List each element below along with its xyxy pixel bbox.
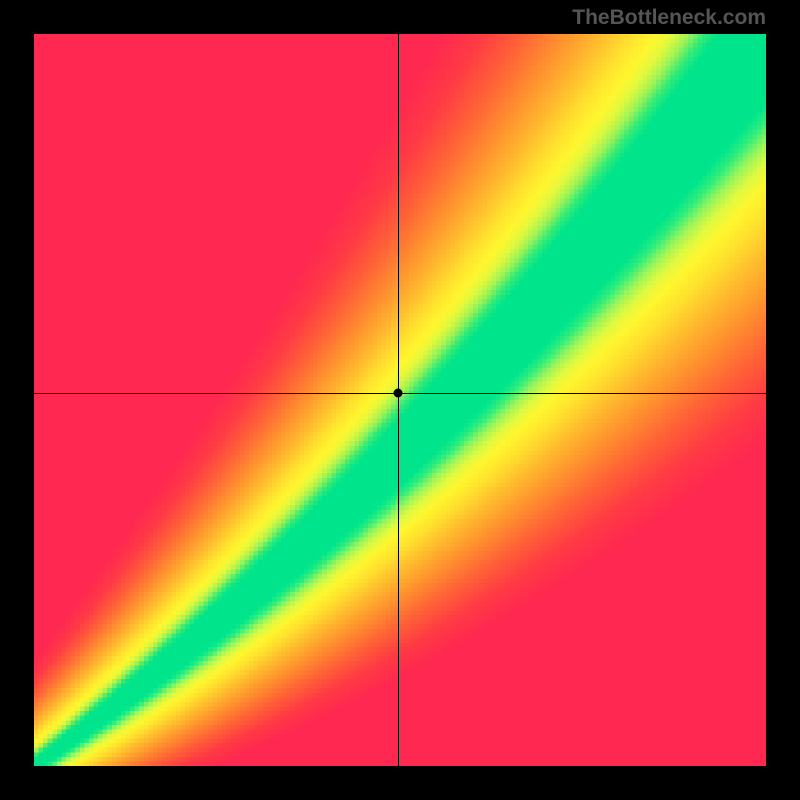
watermark-label: TheBottleneck.com: [572, 6, 766, 30]
heatmap-canvas: [34, 34, 766, 766]
bottleneck-point-marker: [393, 388, 402, 397]
crosshair-vertical: [398, 34, 399, 766]
heatmap-plot: [34, 34, 766, 766]
